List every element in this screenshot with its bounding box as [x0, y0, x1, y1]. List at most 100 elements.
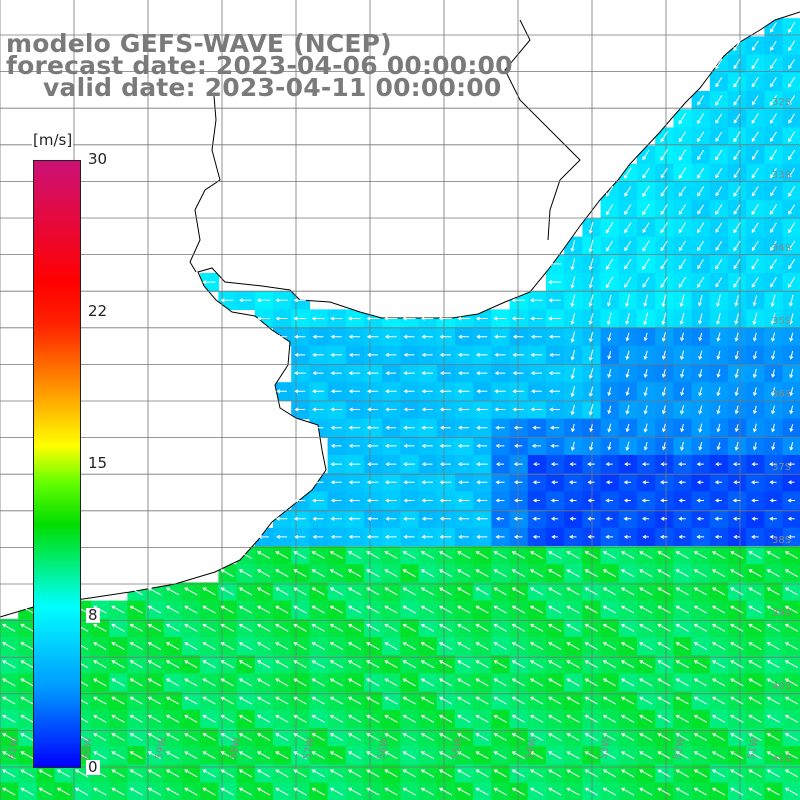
wind-arrow	[532, 425, 541, 430]
wind-arrow	[711, 642, 726, 650]
wind-arrow	[661, 423, 666, 433]
wind-arrow	[715, 94, 723, 106]
wind-arrow	[748, 569, 762, 578]
wind-arrow	[348, 443, 360, 448]
wind-arrow	[512, 371, 524, 376]
wind-arrow	[602, 733, 617, 741]
wind-arrow	[733, 168, 741, 179]
wind-arrow	[529, 298, 543, 303]
wind-arrow	[293, 371, 306, 376]
wind-arrow	[421, 389, 433, 394]
wind-arrow	[733, 480, 740, 485]
colorbar-unit: [m/s]	[32, 131, 74, 149]
wind-arrow	[129, 678, 143, 687]
wind-arrow	[439, 534, 452, 539]
wind-arrow	[2, 733, 16, 741]
wind-arrow	[165, 587, 180, 596]
wind-arrow	[494, 407, 506, 412]
wind-arrow	[348, 516, 361, 521]
wind-arrow	[367, 352, 379, 357]
wind-arrow	[642, 258, 650, 270]
wind-arrow	[606, 294, 612, 307]
wind-arrow	[366, 678, 380, 687]
wind-arrow	[330, 462, 342, 467]
wind-arrow	[570, 441, 575, 451]
wind-arrow	[476, 371, 488, 376]
wind-arrow	[238, 787, 253, 796]
wind-arrow	[511, 298, 525, 303]
wind-arrow	[20, 660, 34, 669]
wind-arrow	[220, 587, 234, 596]
wind-arrow	[625, 294, 630, 308]
wind-arrow	[730, 623, 744, 632]
wind-arrow	[476, 425, 488, 430]
wind-arrow	[202, 587, 216, 596]
wind-arrow	[184, 751, 198, 760]
wind-arrow	[549, 334, 561, 339]
wind-arrow	[311, 642, 325, 650]
wind-arrow	[202, 787, 216, 796]
wind-arrow	[475, 696, 489, 705]
wind-arrow	[275, 769, 289, 778]
wind-arrow	[439, 389, 452, 394]
wind-arrow	[421, 425, 434, 430]
wind-arrow	[620, 733, 635, 741]
wind-arrow	[624, 462, 631, 467]
latitude-label: 37S	[772, 462, 791, 473]
wind-arrow	[457, 751, 471, 760]
latitude-label: 33S	[772, 170, 791, 181]
wind-arrow	[220, 642, 234, 650]
wind-arrow	[550, 462, 559, 467]
wind-arrow	[693, 787, 708, 796]
wind-arrow	[420, 551, 435, 559]
wind-arrow	[367, 516, 378, 521]
wind-arrow	[548, 298, 561, 303]
wind-arrow	[293, 769, 307, 778]
wind-arrow	[529, 660, 544, 669]
wind-arrow	[256, 587, 271, 596]
wind-arrow	[529, 751, 544, 760]
wind-arrow	[420, 714, 435, 723]
wind-arrow	[711, 678, 726, 687]
wind-arrow	[678, 131, 687, 143]
wind-arrow	[584, 733, 598, 741]
wind-arrow	[697, 222, 705, 234]
wind-arrow	[770, 186, 777, 197]
wind-arrow	[584, 660, 598, 669]
wind-arrow	[570, 312, 576, 325]
wind-arrow	[588, 294, 594, 307]
wind-arrow	[715, 113, 723, 124]
wind-arrow	[220, 769, 234, 778]
forecast-date: forecast date: 2023-04-06 00:00:00	[6, 51, 513, 80]
wind-arrow	[529, 678, 544, 687]
wind-arrow	[165, 714, 180, 723]
wind-arrow	[625, 423, 630, 433]
wind-arrow	[129, 605, 143, 614]
wind-arrow	[311, 587, 325, 596]
wind-arrow	[730, 769, 744, 778]
wind-arrow	[784, 623, 799, 632]
wind-arrow	[238, 587, 253, 596]
wind-arrow	[602, 642, 617, 650]
wind-arrow	[403, 389, 415, 394]
latitude-label: 41S	[772, 754, 791, 765]
wind-arrow	[511, 316, 525, 321]
wind-arrow	[385, 407, 397, 412]
wind-arrow	[38, 787, 52, 796]
wind-arrow	[330, 371, 342, 376]
latitude-label: 39S	[772, 608, 791, 619]
wind-arrow	[566, 733, 580, 741]
wind-arrow	[366, 480, 379, 485]
wind-arrow	[111, 605, 125, 614]
wind-arrow	[766, 642, 780, 650]
wind-arrow	[733, 186, 741, 197]
wind-arrow	[311, 751, 325, 760]
wind-arrow	[548, 769, 562, 778]
wind-arrow	[275, 316, 288, 321]
wind-arrow	[584, 587, 598, 596]
wind-arrow	[570, 367, 576, 380]
wind-arrow	[566, 605, 580, 614]
wind-arrow	[438, 678, 453, 687]
wind-arrow	[402, 551, 416, 559]
wind-arrow	[788, 113, 795, 124]
